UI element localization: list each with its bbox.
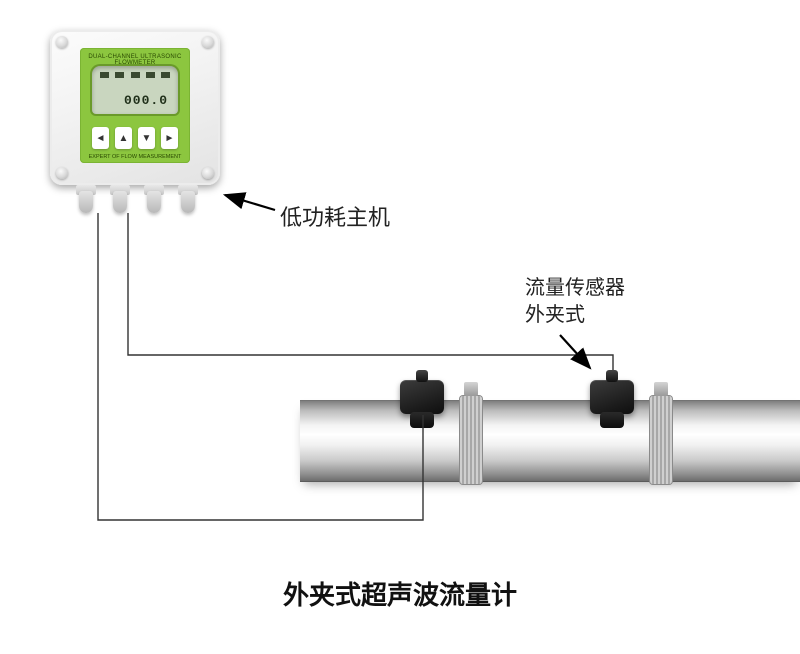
- nav-left-button[interactable]: ◄: [92, 127, 109, 149]
- clamp-screw-icon: [654, 382, 668, 396]
- host-button-row: ◄ ▲ ▼ ►: [92, 127, 178, 149]
- pipe-clamp: [460, 396, 482, 484]
- sensor-label-line1: 流量传感器: [525, 277, 625, 299]
- host-body: DUAL-CHANNEL ULTRASONIC FLOWMETER 000.0 …: [50, 30, 220, 185]
- lcd-indicators: [100, 72, 170, 78]
- gland-icon: [142, 185, 166, 213]
- screw-icon: [56, 36, 68, 48]
- sensor-plug-icon: [606, 370, 618, 382]
- lcd-display: 000.0: [92, 66, 178, 114]
- host-faceplate: DUAL-CHANNEL ULTRASONIC FLOWMETER 000.0 …: [80, 48, 190, 163]
- pipe: [300, 400, 800, 482]
- screw-icon: [202, 167, 214, 179]
- flow-sensor: [590, 380, 634, 414]
- sensor-plug-icon: [416, 370, 428, 382]
- host-brand-text: DUAL-CHANNEL ULTRASONIC FLOWMETER: [80, 54, 190, 66]
- pipe-clamp: [650, 396, 672, 484]
- diagram-title: 外夹式超声波流量计: [0, 575, 800, 612]
- host-device: DUAL-CHANNEL ULTRASONIC FLOWMETER 000.0 …: [50, 30, 220, 185]
- host-bottom-text: EXPERT OF FLOW MEASUREMENT: [80, 154, 190, 160]
- gland-icon: [108, 185, 132, 213]
- gland-icon: [74, 185, 98, 213]
- lcd-reading: 000.0: [124, 93, 168, 108]
- screw-icon: [202, 36, 214, 48]
- clamp-screw-icon: [464, 382, 478, 396]
- host-label: 低功耗主机: [280, 200, 390, 232]
- diagram-canvas: DUAL-CHANNEL ULTRASONIC FLOWMETER 000.0 …: [0, 0, 800, 654]
- sensor-label: 流量传感器 外夹式: [525, 275, 625, 329]
- flow-sensor: [400, 380, 444, 414]
- screw-icon: [56, 167, 68, 179]
- sensor-label-line2: 外夹式: [525, 304, 585, 326]
- nav-down-button[interactable]: ▼: [138, 127, 155, 149]
- nav-right-button[interactable]: ►: [161, 127, 178, 149]
- gland-icon: [176, 185, 200, 213]
- cable-glands: [74, 185, 200, 213]
- nav-up-button[interactable]: ▲: [115, 127, 132, 149]
